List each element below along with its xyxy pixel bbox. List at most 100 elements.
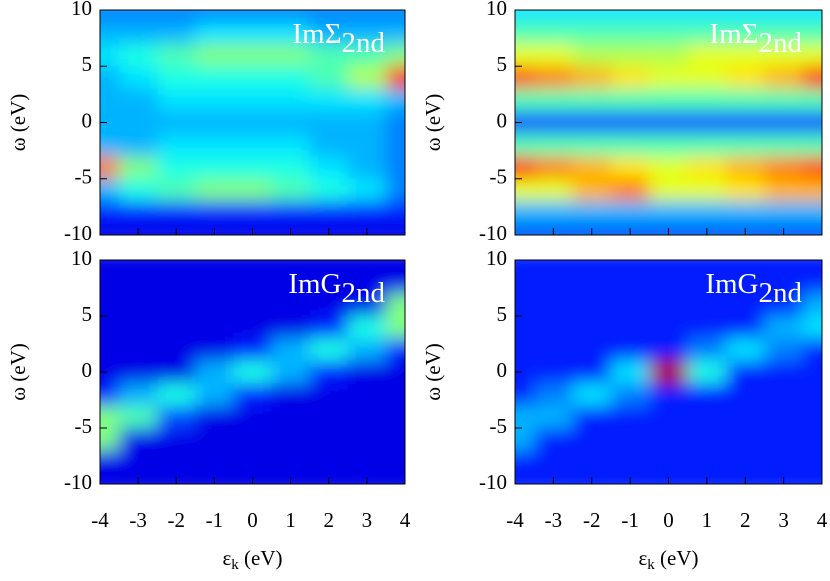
y-tick-label: -5 (75, 414, 93, 438)
heat-cell (515, 88, 535, 112)
heat-cell (515, 450, 535, 474)
heat-cell (764, 260, 804, 272)
heat-cell (309, 133, 349, 157)
panel (515, 10, 822, 235)
heat-cell (157, 316, 196, 339)
heat-cell (271, 316, 311, 339)
heat-cell (271, 66, 311, 90)
heat-cell (534, 43, 574, 67)
x-tick-label: -2 (583, 508, 601, 532)
heat-cell (157, 10, 196, 22)
heat-cell (649, 156, 689, 180)
heat-cell (515, 383, 535, 407)
heat-cell (385, 271, 405, 295)
heat-cell (233, 88, 273, 112)
heat-cell (347, 111, 387, 135)
panel-label-sub: 2nd (759, 27, 803, 59)
heat-cell (233, 450, 273, 474)
heat-cell (157, 428, 196, 451)
heat-cell (157, 360, 196, 384)
heat-cell (233, 338, 273, 362)
heat-cell (271, 43, 311, 67)
heat-cell (802, 428, 822, 451)
heat-cell (610, 133, 650, 157)
heat-cell (515, 43, 535, 67)
x-tick-label: -2 (168, 508, 186, 532)
heat-cell (534, 201, 574, 225)
heat-cell (687, 293, 727, 317)
heat-cell (572, 10, 612, 22)
heat-cell (385, 450, 405, 474)
heat-cell (726, 271, 765, 295)
heat-cell (572, 133, 612, 157)
heat-cell (726, 338, 765, 362)
heat-cell (271, 293, 311, 317)
y-tick-label: 5 (82, 302, 93, 326)
heat-cell (610, 316, 650, 339)
y-tick-label: 0 (497, 108, 508, 132)
x-tick-label: -3 (129, 508, 147, 532)
heat-cell (233, 316, 273, 339)
heat-cell (515, 223, 535, 235)
heat-cell (157, 178, 196, 202)
heat-cell (687, 133, 727, 157)
heat-cell (649, 66, 689, 90)
heat-cell (534, 360, 574, 384)
heat-cell (347, 293, 387, 317)
heat-cell (649, 178, 689, 202)
heat-cell (100, 10, 120, 22)
heat-cell (534, 271, 574, 295)
heat-cell (802, 88, 822, 112)
heat-cell (233, 405, 273, 429)
heat-cell (534, 133, 574, 157)
heat-cell (726, 43, 765, 67)
heat-cell (534, 178, 574, 202)
heat-cell (687, 271, 727, 295)
heat-cell (347, 271, 387, 295)
heat-cell (764, 43, 804, 67)
heat-cell (534, 156, 574, 180)
heat-cell (515, 111, 535, 135)
heat-cell (649, 43, 689, 67)
heat-cell (309, 360, 349, 384)
heat-cell (802, 10, 822, 22)
heat-cell (515, 293, 535, 317)
panel-label: ImΣ2nd (709, 18, 802, 59)
heat-cell (385, 472, 405, 484)
heat-cell (649, 450, 689, 474)
heat-cell (534, 111, 574, 135)
heat-cell (309, 316, 349, 339)
heat-cell (271, 271, 311, 295)
heat-cell (687, 360, 727, 384)
heat-cell (572, 260, 612, 272)
heat-cell (610, 201, 650, 225)
heat-cell (726, 156, 765, 180)
heat-cell (610, 405, 650, 429)
heat-cell (157, 43, 196, 67)
heat-cell (157, 111, 196, 135)
panel-label-sub: 2nd (759, 277, 803, 309)
heat-cell (157, 66, 196, 90)
heat-cell (572, 178, 612, 202)
heat-cell (515, 472, 535, 484)
heat-cell (687, 428, 727, 451)
heat-cell (385, 88, 405, 112)
heat-cell (802, 156, 822, 180)
heat-cell (233, 43, 273, 67)
x-tick-label: 4 (817, 508, 828, 532)
y-tick-label: 5 (82, 52, 93, 76)
y-axis-label: ω (eV) (421, 343, 445, 401)
heat-cell (119, 10, 158, 22)
heat-cell (119, 43, 158, 67)
x-tick-label: 2 (324, 508, 335, 532)
heat-cell (347, 316, 387, 339)
heat-cell (610, 111, 650, 135)
heat-cell (195, 316, 234, 339)
heat-cell (687, 405, 727, 429)
y-tick-label: 10 (486, 0, 507, 20)
heat-cell (119, 338, 158, 362)
y-axis-label: ω (eV) (6, 343, 30, 401)
heat-cell (195, 21, 234, 45)
y-tick-label: 10 (71, 0, 92, 20)
heat-cell (347, 43, 387, 67)
